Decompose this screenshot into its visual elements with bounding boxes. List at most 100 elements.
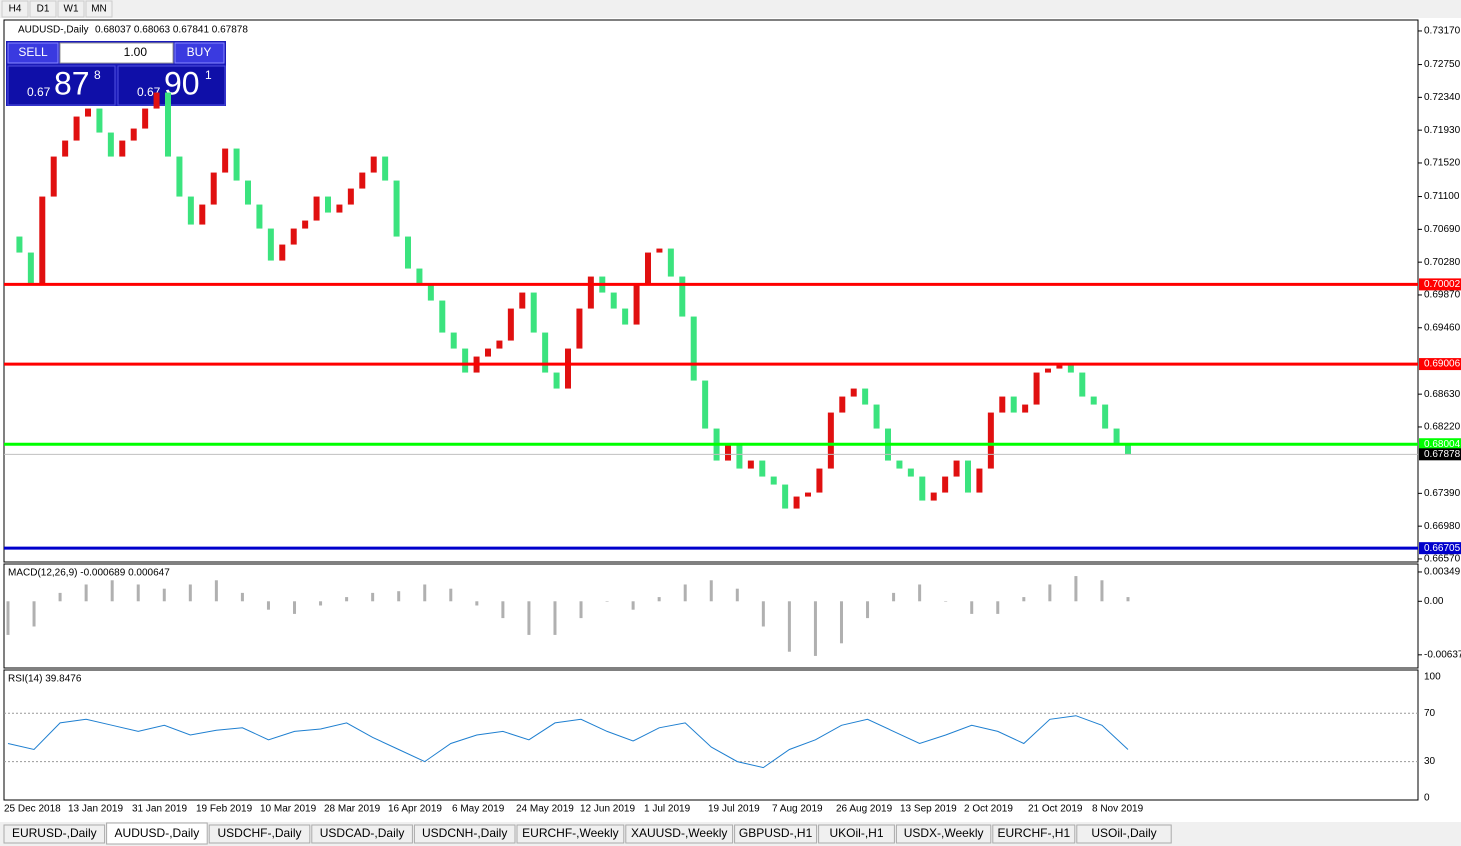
candle <box>839 396 846 413</box>
candle <box>1125 444 1131 455</box>
timeframe-button[interactable] <box>29 0 57 18</box>
timeframe-label: W1 <box>64 4 79 15</box>
candle <box>873 404 880 429</box>
candle <box>690 316 697 381</box>
candle <box>633 284 640 325</box>
tab-label: USDCAD-,Daily <box>320 826 405 840</box>
y-tick-label: 0 <box>1424 792 1430 803</box>
candle <box>507 308 514 341</box>
candle <box>1022 404 1029 413</box>
tab[interactable] <box>734 824 818 844</box>
y-tick-label: 0.72340 <box>1424 92 1461 103</box>
candle <box>256 204 263 229</box>
candle <box>359 172 366 189</box>
candle <box>50 156 57 197</box>
tab[interactable] <box>413 824 516 844</box>
tab[interactable] <box>3 824 106 844</box>
tab[interactable] <box>516 824 625 844</box>
candle <box>999 396 1006 413</box>
tab[interactable] <box>311 824 413 844</box>
x-tick-label: 2 Oct 2019 <box>964 804 1013 815</box>
rsi-line <box>7 715 1129 769</box>
x-tick-label: 12 Jun 2019 <box>580 804 635 815</box>
timeframe-label: H4 <box>9 4 22 15</box>
tab-label: AUDUSD-,Daily <box>115 826 200 840</box>
tab[interactable] <box>1076 824 1172 844</box>
tab[interactable] <box>106 822 208 845</box>
tab[interactable] <box>208 824 311 844</box>
timeframe-button[interactable] <box>85 0 113 18</box>
candle <box>850 388 857 397</box>
ask-box[interactable] <box>117 65 226 106</box>
y-tick-label: 0.71520 <box>1424 158 1461 169</box>
candle <box>667 248 674 277</box>
x-tick-label: 21 Oct 2019 <box>1028 804 1083 815</box>
candle <box>702 380 709 429</box>
tab[interactable] <box>818 824 895 844</box>
macd-bar <box>709 580 713 602</box>
candle <box>73 116 80 141</box>
candle <box>130 128 137 141</box>
candle <box>622 308 629 325</box>
y-tick-label: 0.68220 <box>1424 422 1461 433</box>
macd-bar <box>32 601 36 627</box>
chart-quote: 0.68037 0.68063 0.67841 0.67878 <box>95 25 248 36</box>
x-tick-label: 8 Nov 2019 <box>1092 804 1144 815</box>
candle <box>176 156 183 197</box>
macd-bar <box>527 601 531 635</box>
macd-title: MACD(12,26,9) -0.000689 0.000647 <box>8 568 170 579</box>
y-tick-label: 30 <box>1424 756 1436 767</box>
macd-bar <box>266 601 270 610</box>
macd-bar <box>970 601 974 614</box>
tab[interactable] <box>625 824 734 844</box>
candle <box>405 236 411 269</box>
macd-bar <box>866 601 870 619</box>
candle <box>199 204 206 225</box>
buy-button[interactable] <box>174 42 225 64</box>
candle <box>1102 404 1109 429</box>
macd-bar <box>1022 597 1026 602</box>
timeframe-button[interactable] <box>57 0 85 18</box>
timeframe-button[interactable] <box>1 0 29 18</box>
candle <box>725 444 731 461</box>
candle <box>759 460 766 477</box>
x-tick-label: 10 Mar 2019 <box>260 804 317 815</box>
y-tick-label: 0.72750 <box>1424 59 1461 70</box>
candle <box>302 220 309 229</box>
candle <box>119 140 126 157</box>
lots-input[interactable] <box>59 42 174 64</box>
y-tick-label: 0.69870 <box>1424 290 1461 301</box>
x-tick-label: 16 Apr 2019 <box>388 804 442 815</box>
macd-bar <box>1074 576 1078 602</box>
tab[interactable] <box>895 824 992 844</box>
bid-box[interactable] <box>7 65 116 106</box>
macd-bar <box>475 601 479 606</box>
macd-bar <box>735 588 739 602</box>
candle <box>930 492 937 501</box>
candle <box>245 180 251 205</box>
macd-bar <box>240 592 244 602</box>
macd-bar <box>1048 584 1052 602</box>
candle <box>439 300 446 333</box>
sell-button[interactable] <box>7 42 59 64</box>
candle <box>370 156 377 173</box>
lots-value: 1.00 <box>124 45 148 59</box>
macd-bar <box>787 601 791 652</box>
candle <box>679 276 686 317</box>
candle <box>96 108 103 133</box>
macd-bar <box>84 584 88 602</box>
candle <box>1033 372 1040 405</box>
candle <box>576 308 583 349</box>
x-tick-label: 6 May 2019 <box>452 804 505 815</box>
macd-bar <box>371 592 375 602</box>
macd-pane <box>3 563 1419 669</box>
x-tick-label: 25 Dec 2018 <box>4 804 61 815</box>
candle <box>793 496 800 509</box>
candle <box>290 228 297 245</box>
tab[interactable] <box>992 824 1076 844</box>
macd-bar <box>1100 580 1104 602</box>
level-label: 0.66705 <box>1424 543 1461 554</box>
macd-bar <box>579 601 583 619</box>
candle <box>587 276 594 309</box>
candle <box>1067 364 1074 373</box>
